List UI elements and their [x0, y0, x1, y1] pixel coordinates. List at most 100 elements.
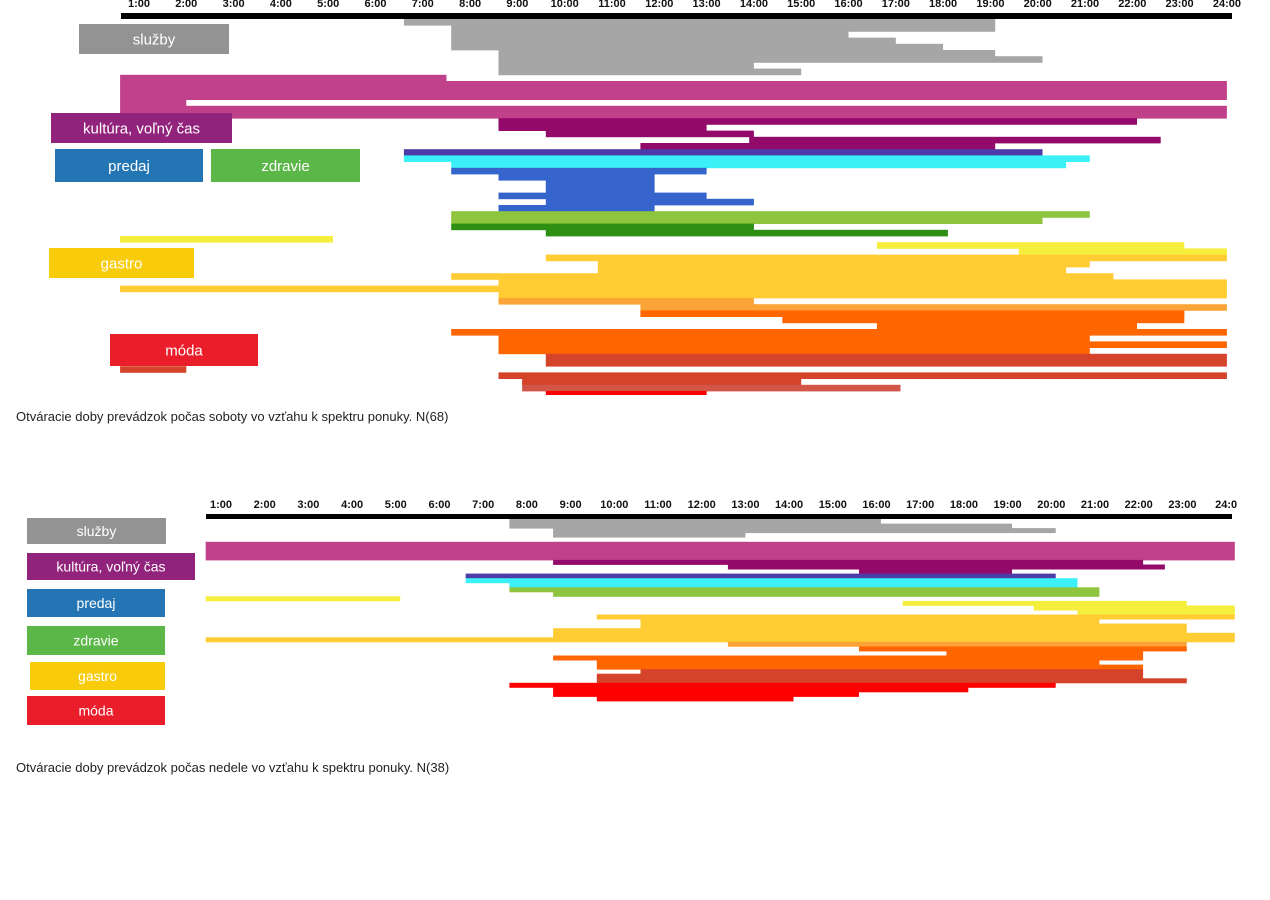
opening-hours-bar-predaj	[498, 205, 655, 212]
opening-hours-bar-kultura	[120, 112, 1227, 119]
opening-hours-bar-gastro	[876, 322, 1137, 330]
hour-tick-label: 8:00	[516, 499, 538, 511]
opening-hours-bar-predaj	[498, 192, 707, 200]
opening-hours-bar-moda	[522, 384, 901, 392]
opening-hours-bar-gastro	[498, 372, 1227, 379]
opening-hours-bar-moda	[596, 696, 794, 702]
hour-tick-label: 21:00	[1081, 499, 1109, 511]
opening-hours-bar-sluzby	[509, 523, 1012, 529]
opening-hours-bar-gastro	[946, 650, 1144, 656]
time-axis-line	[206, 514, 1232, 519]
opening-hours-bar-gastro	[596, 678, 1187, 684]
opening-hours-bar-gastro	[596, 614, 1235, 620]
legend-box-sluzby	[27, 518, 166, 544]
opening-hours-bar-moda	[509, 682, 1056, 688]
hour-tick-label: 21:00	[1071, 0, 1099, 10]
hour-tick-label: 24:0	[1215, 499, 1237, 511]
opening-hours-bar-zdravie	[545, 229, 948, 237]
legend-label-moda: móda	[78, 702, 113, 718]
hour-tick-label: 11:00	[644, 499, 672, 511]
opening-hours-bar-gastro	[859, 646, 1187, 652]
hour-tick-label: 5:00	[317, 0, 339, 10]
legend-box-sluzby	[79, 24, 229, 54]
opening-hours-bar-zdravie	[451, 211, 1090, 218]
hour-tick-label: 3:00	[223, 0, 245, 10]
opening-hours-bar-gastro	[553, 628, 1187, 634]
hour-tick-label: 2:00	[175, 0, 197, 10]
opening-hours-bar-moda	[553, 691, 859, 697]
legend-box-moda	[110, 334, 258, 366]
opening-hours-bar-gastro	[640, 619, 1100, 625]
saturday-chart: 1:00 2:00 3:00 4:00 5:00 6:00 7:00 8:00 9:00 10:0…	[49, 0, 1241, 395]
opening-hours-bar-zdravie	[451, 223, 754, 231]
hour-tick-label: 18:00	[929, 0, 957, 10]
opening-hours-bar-predaj	[498, 174, 655, 181]
opening-hours-bar-gastro	[205, 596, 401, 602]
opening-hours-bar-gastro	[902, 600, 1187, 606]
opening-hours-bar-kultura	[120, 105, 1227, 113]
opening-hours-bar-kultura	[498, 118, 1137, 125]
opening-hours-bar-zdravie	[451, 217, 1043, 224]
opening-hours-bar-sluzby	[451, 25, 996, 32]
opening-hours-bar-predaj	[509, 582, 1078, 588]
hour-tick-label: 1:00	[128, 0, 150, 10]
opening-hours-bar-zdravie	[553, 591, 1100, 597]
opening-hours-bar-sluzby	[403, 19, 996, 26]
opening-hours-bar-gastro	[597, 267, 1067, 274]
opening-hours-bar-sluzby	[553, 528, 1056, 534]
opening-hours-bar-sluzby	[553, 532, 746, 538]
opening-hours-bar-kultura	[120, 81, 1227, 88]
hour-tick-label: 18:00	[950, 499, 978, 511]
hour-tick-label: 22:00	[1125, 499, 1153, 511]
opening-hours-bar-gastro	[727, 641, 1187, 647]
opening-hours-bar-predaj	[403, 155, 1090, 162]
legend-box-kultura	[51, 113, 232, 143]
opening-hours-bar-moda	[545, 391, 707, 395]
opening-hours-bar-gastro	[782, 316, 1185, 324]
opening-hours-bar-kultura	[205, 555, 1235, 561]
legend-box-zdravie	[27, 626, 165, 655]
opening-hours-bar-predaj	[545, 180, 655, 187]
hour-tick-label: 3:00	[297, 499, 319, 511]
opening-hours-bar-predaj	[465, 578, 1078, 584]
opening-hours-bar-gastro	[1033, 605, 1235, 611]
hour-tick-label: 9:00	[560, 499, 582, 511]
opening-hours-bar-sluzby	[451, 37, 896, 45]
hour-tick-label: 10:00	[551, 0, 579, 10]
hour-tick-label: 15:00	[787, 0, 815, 10]
opening-hours-bar-kultura	[120, 99, 187, 107]
opening-hours-bar-sluzby	[509, 519, 881, 524]
opening-hours-bar-gastro	[205, 637, 1235, 643]
opening-hours-bar-gastro	[596, 673, 1144, 679]
opening-hours-bar-kultura	[120, 87, 1227, 94]
hour-tick-label: 4:00	[270, 0, 292, 10]
opening-hours-bar-kultura	[640, 143, 996, 150]
hour-tick-label: 7:00	[412, 0, 434, 10]
hour-tick-label: 14:00	[740, 0, 768, 10]
hour-tick-label: 14:00	[775, 499, 803, 511]
hour-tick-label: 2:00	[254, 499, 276, 511]
opening-hours-bar-predaj	[451, 161, 1067, 169]
opening-hours-bar-gastro	[545, 360, 1227, 367]
legend-label-gastro: gastro	[78, 668, 117, 684]
hour-tick-label: 23:00	[1166, 0, 1194, 10]
legend-box-predaj	[55, 149, 203, 182]
chart-caption-sunday: Otváracie doby prevádzok počas nedele vo…	[16, 760, 450, 775]
legend-label-gastro: gastro	[101, 255, 143, 272]
opening-hours-bar-gastro	[640, 623, 1187, 629]
opening-hours-bar-kultura	[465, 573, 1056, 579]
opening-hours-bar-gastro	[451, 329, 1227, 336]
opening-hours-bar-sluzby	[498, 50, 996, 57]
opening-hours-bar-sluzby	[451, 31, 849, 38]
opening-hours-bar-predaj	[545, 198, 754, 206]
hour-tick-label: 24:00	[1213, 0, 1241, 10]
opening-hours-bar-kultura	[120, 93, 1227, 100]
opening-hours-bar-sluzby	[498, 62, 754, 69]
legend-box-predaj	[27, 589, 165, 617]
opening-hours-bar-kultura	[749, 136, 1161, 144]
hour-tick-label: 19:00	[994, 499, 1022, 511]
hour-tick-label: 1:00	[210, 499, 232, 511]
hour-tick-label: 6:00	[364, 0, 386, 10]
sunday-chart: 1:00 2:00 3:00 4:00 5:00 6:00 7:00 8:00 9:00 10:0…	[27, 499, 1237, 725]
hour-tick-label: 6:00	[428, 499, 450, 511]
